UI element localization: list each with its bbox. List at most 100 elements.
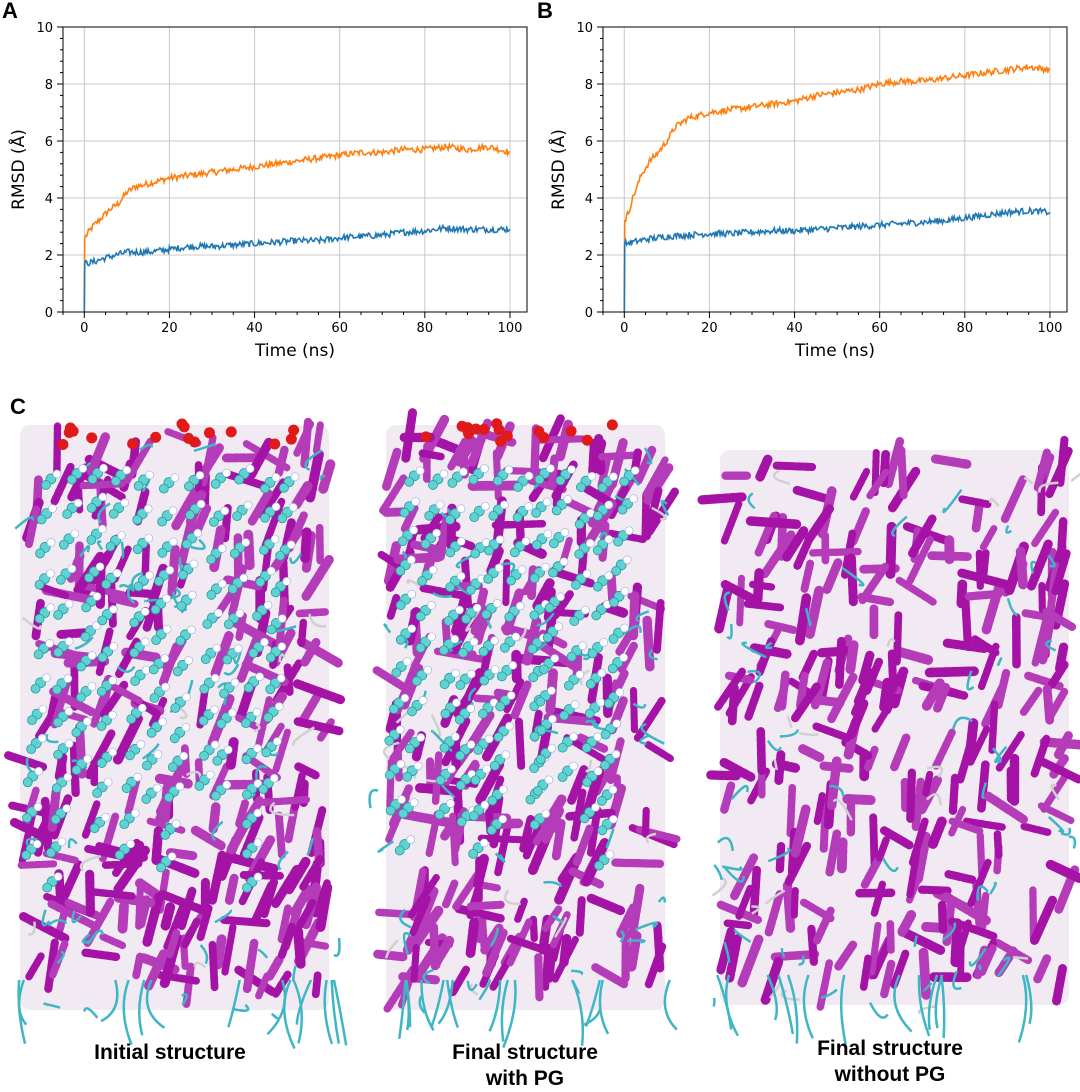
helix-ribbon xyxy=(845,640,859,675)
lipid-atom xyxy=(469,637,479,647)
oxygen-atom xyxy=(57,438,69,450)
helix-ribbon xyxy=(514,895,529,923)
lipid-atom xyxy=(415,466,425,476)
lipid-atom xyxy=(538,664,549,675)
coil-loop xyxy=(432,592,453,599)
lipid-atom xyxy=(551,505,562,516)
helix-ribbon xyxy=(90,888,136,900)
helix-ribbon xyxy=(642,485,663,541)
lipid-atom xyxy=(466,704,476,713)
lipid-atom xyxy=(506,691,516,700)
helix-ribbon xyxy=(529,914,538,943)
helix-ribbon xyxy=(770,949,820,962)
helix-ribbon xyxy=(132,951,145,980)
helix-ribbon xyxy=(295,608,330,618)
panel-label-a: A xyxy=(2,0,18,23)
helix-ribbon xyxy=(1042,684,1055,725)
helix-ribbon xyxy=(993,830,1003,859)
lipid-atom xyxy=(489,760,500,771)
lipid-atom xyxy=(455,780,466,791)
helix-ribbon xyxy=(48,938,69,979)
helix-ribbon xyxy=(723,919,753,930)
lipid-atom xyxy=(242,848,252,859)
lipid-atom xyxy=(557,772,568,782)
helix-ribbon xyxy=(812,905,836,945)
lipid-atom xyxy=(424,510,435,521)
coil-loop xyxy=(657,896,667,903)
helix-ribbon xyxy=(410,943,420,983)
coil-loop xyxy=(517,626,527,642)
helix-ribbon xyxy=(223,470,268,490)
lipid-atom xyxy=(418,696,428,705)
helix-ribbon xyxy=(40,796,53,853)
lipid-atom xyxy=(132,514,143,525)
lipid-atom xyxy=(542,497,552,507)
lipid-atom xyxy=(83,754,92,764)
lipid-atom xyxy=(252,707,262,717)
helix-ribbon xyxy=(995,731,1025,772)
y-tick-label: 4 xyxy=(585,192,593,207)
coil-loop xyxy=(269,801,295,817)
lipid-atom xyxy=(535,696,546,707)
helix-ribbon xyxy=(616,903,639,939)
coil-loop xyxy=(913,935,918,948)
lipid-atom xyxy=(398,808,409,819)
lipid-atom xyxy=(255,672,264,681)
helix-ribbon xyxy=(890,949,910,989)
coil-loop xyxy=(193,961,207,969)
helix-ribbon xyxy=(813,791,827,825)
helix-ribbon xyxy=(515,717,526,770)
lipid-atom xyxy=(556,592,565,602)
coil-loop xyxy=(832,798,853,821)
lipid-atom xyxy=(259,545,269,556)
lipid-atom xyxy=(142,760,152,771)
helix-ribbon xyxy=(190,825,226,851)
lipid-atom xyxy=(196,499,206,509)
lipid-atom xyxy=(218,579,227,589)
lipid-atom xyxy=(415,611,426,622)
terminal-loop xyxy=(430,979,445,1028)
coil-loop xyxy=(486,619,492,629)
helix-ribbon xyxy=(50,462,75,506)
lipid-atom xyxy=(96,686,107,697)
lipid-atom xyxy=(235,609,245,618)
lipid-atom xyxy=(495,701,506,712)
helix-ribbon xyxy=(277,922,296,960)
helix-ribbon xyxy=(296,636,343,668)
lipid-atom xyxy=(46,538,56,547)
lipid-atom xyxy=(396,725,405,735)
helix-ribbon xyxy=(825,829,842,877)
lipid-atom xyxy=(62,509,72,519)
lipid-atom xyxy=(290,472,300,482)
helix-ribbon xyxy=(642,615,655,672)
helix-ribbon xyxy=(583,765,605,815)
lipid-atom xyxy=(591,610,602,621)
lipid-atom xyxy=(479,675,490,686)
lipid-atom xyxy=(478,708,488,719)
coil-loop xyxy=(645,832,657,844)
lipid-atom xyxy=(42,673,51,683)
lipid-atom xyxy=(92,788,103,798)
lipid-atom xyxy=(559,710,570,721)
lipid-atom xyxy=(534,474,545,485)
coil-loop xyxy=(401,550,407,559)
helix-ribbon xyxy=(1019,686,1043,716)
lipid-atom xyxy=(241,754,252,765)
helix-ribbon xyxy=(379,474,408,515)
coil-loop xyxy=(942,488,963,514)
helix-ribbon xyxy=(1026,539,1053,591)
lipid-atom xyxy=(469,512,480,523)
lipid-atom xyxy=(108,676,118,685)
coil-loop xyxy=(14,516,34,530)
lipid-atom xyxy=(153,750,163,759)
lipid-atom xyxy=(548,714,557,724)
lipid-atom xyxy=(484,545,494,556)
coil-loop xyxy=(585,759,593,773)
lipid-atom xyxy=(435,500,445,510)
coil-loop xyxy=(96,540,104,551)
lipid-atom xyxy=(121,783,132,794)
helix-ribbon xyxy=(572,824,594,867)
lipid-atom xyxy=(278,614,287,623)
helix-ribbon xyxy=(300,526,312,564)
terminal-loop xyxy=(398,979,407,1039)
